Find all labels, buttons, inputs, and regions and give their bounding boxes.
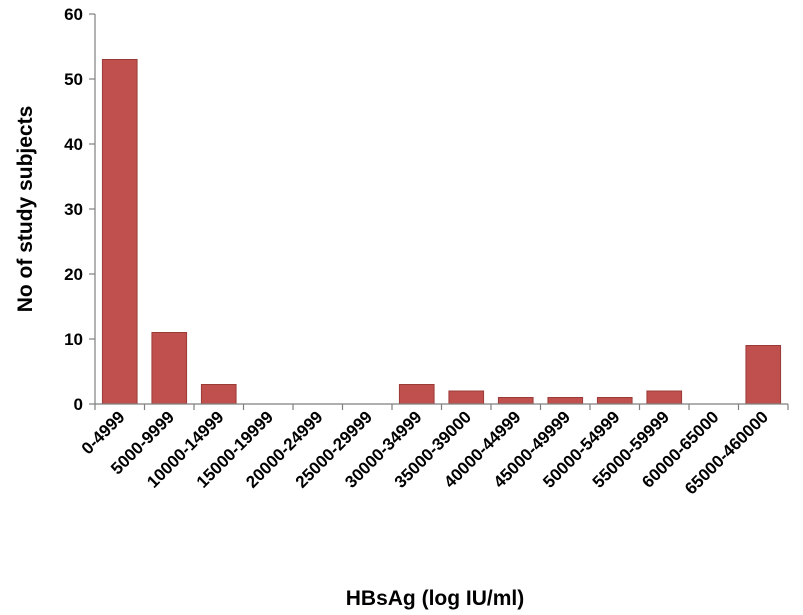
bar-50000-54999 (596, 397, 633, 405)
bar-35000-39000 (448, 390, 485, 405)
x-axis-ticks: 0-49995000-999910000-1499915000-19999200… (78, 404, 789, 498)
bar-40000-44999 (497, 397, 534, 405)
bar-0-4999 (101, 59, 138, 405)
y-tick-label: 30 (64, 200, 83, 219)
y-tick-label: 20 (64, 265, 83, 284)
y-tick-label: 0 (74, 395, 83, 414)
bar-65000-460000 (745, 345, 782, 405)
y-axis-ticks: 0 10 20 30 40 50 60 (64, 5, 95, 414)
bar-55000-59999 (646, 390, 683, 405)
y-tick-label: 40 (64, 135, 83, 154)
bar-45000-49999 (547, 397, 584, 405)
y-tick-label: 10 (64, 330, 83, 349)
bar-10000-14999 (200, 384, 237, 405)
bar-5000-9999 (151, 332, 188, 405)
y-axis-title: No of study subjects (14, 106, 37, 313)
y-tick-label: 50 (64, 70, 83, 89)
x-axis-title: HBsAg (log IU/ml) (346, 587, 525, 610)
bar-30000-34999 (398, 384, 435, 405)
bars (101, 59, 782, 405)
y-tick-label: 60 (64, 5, 83, 24)
